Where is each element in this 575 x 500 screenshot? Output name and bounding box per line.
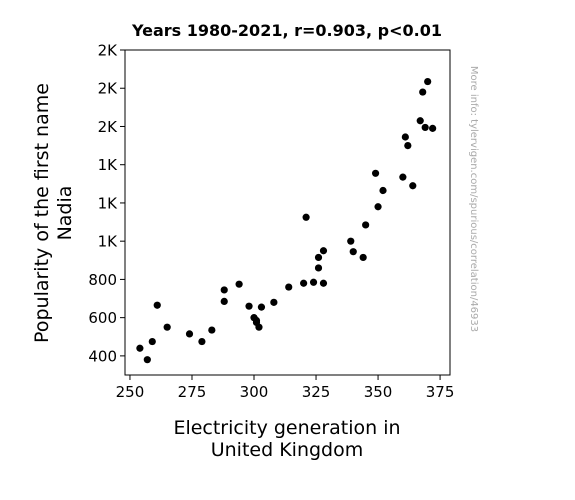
y-tick-label: 1K bbox=[98, 233, 119, 251]
data-point bbox=[255, 323, 263, 331]
data-point bbox=[314, 264, 323, 272]
y-tick-label: 600 bbox=[88, 309, 117, 327]
x-axis-label-line1: Electricity generation in bbox=[173, 417, 400, 439]
data-point bbox=[401, 133, 409, 141]
x-tick-label: 250 bbox=[116, 383, 145, 401]
source-note: More info: tylervigen.com/spurious/corre… bbox=[468, 66, 479, 332]
data-point bbox=[399, 173, 407, 181]
data-point bbox=[314, 253, 323, 262]
data-point bbox=[409, 182, 417, 190]
x-tick-label: 300 bbox=[240, 383, 269, 401]
y-tick-label: 2K bbox=[98, 42, 119, 60]
data-point bbox=[309, 278, 318, 286]
y-tick-label: 400 bbox=[88, 347, 117, 365]
data-point bbox=[429, 124, 437, 132]
data-point bbox=[235, 280, 243, 288]
data-point bbox=[404, 141, 412, 150]
x-tick-label: 375 bbox=[426, 383, 455, 401]
data-point bbox=[208, 326, 216, 334]
y-tick-label: 2K bbox=[98, 118, 119, 136]
data-point bbox=[270, 298, 278, 306]
data-point bbox=[302, 213, 310, 221]
data-points bbox=[136, 77, 437, 364]
x-axis-label-line2: United Kingdom bbox=[211, 439, 364, 461]
data-point bbox=[419, 88, 427, 96]
y-axis-label-line1: Popularity of the first name bbox=[31, 83, 53, 343]
data-point bbox=[220, 286, 228, 294]
data-point bbox=[153, 301, 161, 309]
data-point bbox=[416, 117, 424, 125]
y-tick-label: 800 bbox=[88, 271, 117, 289]
data-point bbox=[379, 186, 387, 195]
x-tick-label: 275 bbox=[178, 383, 207, 401]
data-point bbox=[359, 253, 367, 262]
data-point bbox=[220, 297, 228, 305]
data-point bbox=[285, 283, 293, 291]
chart-title: Years 1980-2021, r=0.903, p<0.01 bbox=[131, 21, 442, 40]
x-tick-label: 325 bbox=[302, 383, 331, 401]
data-point bbox=[300, 279, 308, 287]
data-point bbox=[163, 323, 171, 331]
data-point bbox=[185, 330, 194, 338]
y-tick-label: 2K bbox=[98, 80, 119, 98]
data-point bbox=[198, 337, 206, 346]
data-point bbox=[374, 203, 382, 211]
data-point bbox=[424, 77, 432, 86]
y-axis-ticks: 400 600 800 1K 1K 1K 2K 2K 2K bbox=[88, 42, 125, 365]
plot-area bbox=[124, 49, 451, 376]
data-point bbox=[371, 169, 380, 177]
data-point bbox=[319, 279, 328, 287]
data-point bbox=[245, 302, 253, 310]
data-point bbox=[362, 221, 370, 229]
data-point bbox=[143, 356, 151, 364]
data-point bbox=[347, 237, 355, 245]
data-point bbox=[148, 337, 156, 346]
data-point bbox=[421, 123, 429, 132]
data-point bbox=[319, 247, 328, 255]
data-point bbox=[349, 248, 357, 256]
plot-frame bbox=[124, 49, 451, 376]
x-tick-label: 350 bbox=[364, 383, 393, 401]
data-point bbox=[252, 316, 261, 325]
x-axis-ticks: 250 275 300 325 350 375 bbox=[116, 375, 455, 401]
y-tick-label: 1K bbox=[98, 156, 119, 174]
data-point bbox=[257, 303, 266, 311]
data-point bbox=[136, 344, 144, 352]
y-tick-label: 1K bbox=[98, 194, 119, 212]
y-axis-label-line2: Nadia bbox=[54, 186, 76, 241]
